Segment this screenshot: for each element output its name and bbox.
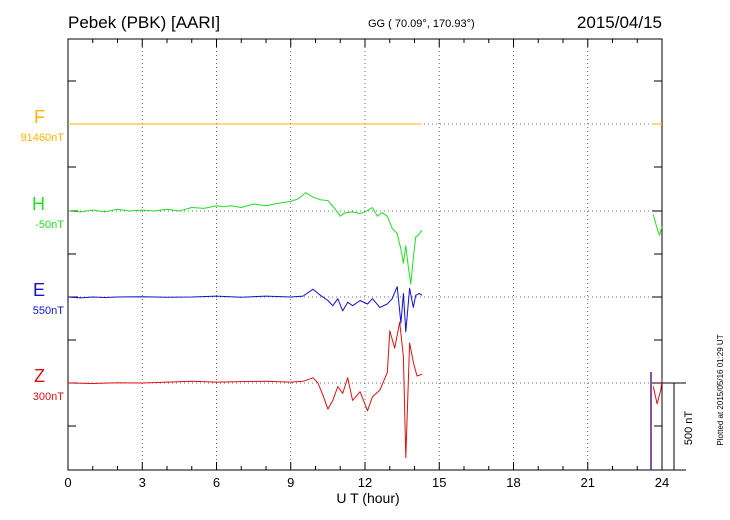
x-tick-label: 3: [139, 475, 146, 490]
scale-bar-label: 500 nT: [683, 411, 695, 446]
x-tick-labels: 0 3 6 9 12 15 18 21 24: [64, 475, 669, 490]
x-tick-label: 21: [581, 475, 595, 490]
x-tick-label: 18: [506, 475, 520, 490]
series-name-e: E: [33, 280, 45, 300]
x-tick-label: 24: [655, 475, 669, 490]
x-tick-label: 6: [213, 475, 220, 490]
x-axis-label: U T (hour): [336, 490, 399, 506]
series-name-f: F: [34, 107, 45, 127]
baseline-ticks: [68, 123, 662, 384]
series-line-h: [652, 214, 663, 236]
x-tick-label: 15: [432, 475, 446, 490]
plotted-timestamp: Plotted at 2015/05/16 01:29 UT: [716, 334, 725, 445]
x-tick-label: 12: [358, 475, 372, 490]
series-line-e: [67, 286, 423, 333]
series-name-h: H: [32, 194, 45, 214]
series-name-z: Z: [34, 366, 45, 386]
date-label: 2015/04/15: [577, 13, 662, 32]
station-title: Pebek (PBK) [AARI]: [68, 13, 220, 32]
scale-bar: 500 nT: [650, 372, 695, 471]
series-labels: F 91460nT H -50nT E 550nT Z 300nT: [21, 107, 65, 403]
axis-ticks: [67, 39, 663, 470]
x-tick-label: 9: [287, 475, 294, 490]
series-line-h: [67, 192, 423, 285]
series-line-z: [67, 321, 423, 459]
series-baseline-h: -50nT: [35, 219, 64, 231]
coordinates-label: GG ( 70.09°, 170.93°): [368, 18, 475, 30]
series-baseline-e: 550nT: [33, 305, 64, 317]
series-baseline-z: 300nT: [33, 391, 64, 403]
x-tick-label: 0: [64, 475, 71, 490]
series-traces: [67, 123, 663, 459]
series-baseline-f: 91460nT: [21, 132, 65, 144]
series-line-z: [652, 379, 663, 405]
